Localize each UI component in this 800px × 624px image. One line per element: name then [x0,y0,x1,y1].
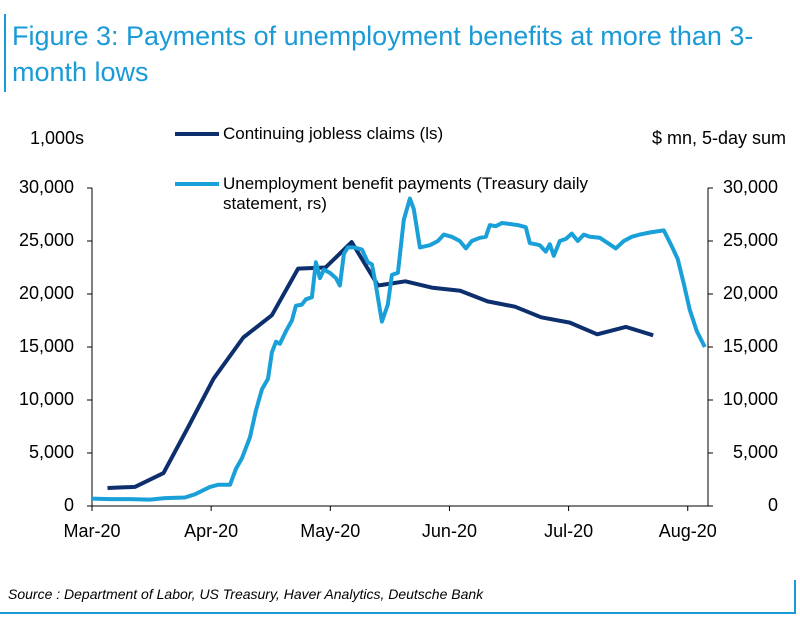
y-tick-label: 10,000 [19,389,74,409]
y-axis-label: 1,000s [30,128,85,148]
y-tick-label: 25,000 [19,230,74,250]
chart-title: Figure 3: Payments of unemployment benef… [12,21,754,87]
x-tick-label: Mar-20 [63,521,120,541]
y2-tick-label: 25,000 [723,230,778,250]
y-tick-label: 0 [64,495,74,515]
y2-tick-label: 10,000 [723,389,778,409]
y-tick-label: 5,000 [29,442,74,462]
legend-item: Unemployment benefit payments (Treasury … [175,174,593,214]
x-tick-label: May-20 [300,521,360,541]
title-rule [4,14,6,92]
x-tick-label: Jul-20 [544,521,593,541]
source-note: Source : Department of Labor, US Treasur… [8,586,484,602]
y2-tick-label: 0 [768,495,778,515]
data-line [91,196,707,502]
legend-swatch [175,132,219,136]
legend-item: Continuing jobless claims (ls) [175,124,593,144]
x-tick-label: Aug-20 [659,521,717,541]
footer-rule [0,612,796,614]
footer-side-rule [794,580,796,614]
y-tick-label: 30,000 [19,177,74,197]
x-tick-label: Jun-20 [422,521,477,541]
y2-axis-label: $ mn, 5-day sum [651,128,786,148]
legend-label: Unemployment benefit payments (Treasury … [223,174,589,213]
y-tick-label: 20,000 [19,283,74,303]
y2-tick-label: 20,000 [723,283,778,303]
y2-tick-label: 5,000 [733,442,778,462]
legend-label: Continuing jobless claims (ls) [223,124,444,143]
legend-swatch [175,182,219,186]
x-tick-label: Apr-20 [184,521,238,541]
y2-tick-label: 15,000 [723,336,778,356]
y2-tick-label: 30,000 [723,177,778,197]
y-tick-label: 15,000 [19,336,74,356]
data-line [107,240,654,490]
